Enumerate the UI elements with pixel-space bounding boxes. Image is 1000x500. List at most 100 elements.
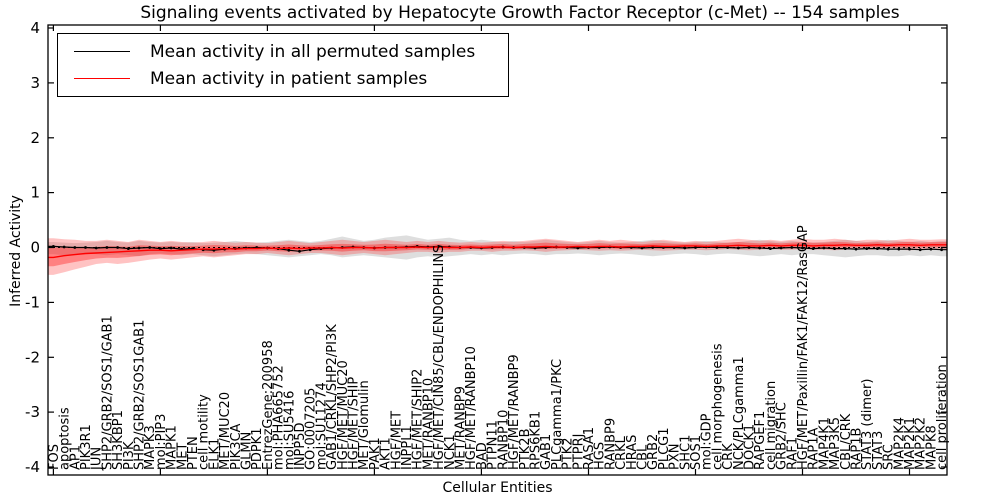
permuted-point-marker — [73, 246, 77, 249]
x-tick-label: MAP2K1 — [903, 417, 918, 470]
permuted-point-marker — [747, 246, 751, 249]
permuted-point-marker — [116, 246, 119, 249]
legend: Mean activity in all permuted samples Me… — [57, 33, 509, 97]
legend-entry-permuted: Mean activity in all permuted samples — [74, 39, 508, 65]
permuted-point-marker — [62, 245, 66, 249]
y-tick-label: 1 — [30, 184, 40, 202]
x-tick-label: apoptosis — [58, 407, 73, 470]
x-tick-label: PTPRJ — [571, 434, 586, 471]
x-tick-label: STAT3 — [871, 431, 886, 470]
x-tick-label: SHC1 — [678, 435, 693, 470]
patient-line-sample-icon — [74, 78, 130, 79]
x-tick-label: HGF/MET/SHIP — [347, 377, 362, 470]
x-tick-label: RANBP9 — [603, 418, 618, 470]
y-tick-label: -2 — [25, 348, 40, 366]
permuted-point-marker — [790, 246, 794, 249]
x-tick-label: GRB2/SHC — [775, 402, 790, 470]
x-tick-label: mol:PHA665752 — [272, 365, 287, 470]
x-tick-label: HGS — [593, 442, 608, 470]
x-tick-label: MAP3K5 — [828, 417, 843, 470]
x-tick-label: cell motility — [197, 394, 212, 470]
x-tick-label: INPP5D — [293, 422, 308, 470]
y-tick-label: -3 — [25, 403, 40, 421]
x-tick-label: mol:SU5416 — [282, 391, 297, 470]
x-tick-label: RAP1B — [850, 428, 865, 470]
x-tick-label: SH3KBP1 — [111, 410, 126, 470]
x-tick-label: RAF1 — [785, 437, 800, 470]
y-tick-label: -1 — [25, 293, 40, 311]
x-tick-label: RAPGEF1 — [753, 411, 768, 470]
x-tick-label: GAB1 — [539, 434, 554, 470]
permuted-point-marker — [779, 246, 783, 250]
x-tick-label: MET/Glomulin — [357, 380, 372, 470]
x-tick-label: MAP4K1 — [817, 417, 832, 470]
permuted-point-marker — [865, 247, 869, 251]
x-tick-label: MAPK8 — [924, 425, 939, 470]
x-tick-label: PLCgamma1/PKC — [550, 359, 565, 470]
x-tick-label: EntrezGene:200958 — [261, 340, 276, 470]
x-tick-label: GRB2 — [646, 434, 661, 470]
permuted-point-marker — [715, 246, 719, 249]
x-tick-label: SOS1 — [689, 435, 704, 470]
x-tick-label: FOS — [47, 444, 62, 470]
x-tick-label: CBL/CRK — [839, 413, 854, 470]
x-tick-label: PAK1 — [368, 437, 383, 470]
x-axis-label: Cellular Entities — [442, 480, 553, 496]
permuted-point-marker — [876, 247, 879, 251]
x-tick-label: RAP1A — [807, 427, 822, 470]
x-tick-label: ELK1 — [207, 438, 222, 470]
permuted-point-marker — [640, 246, 644, 250]
permuted-point-marker — [651, 246, 655, 249]
permuted-point-marker — [308, 248, 312, 252]
x-tick-label: PLCG1 — [657, 427, 672, 470]
permuted-point-marker — [287, 248, 291, 252]
x-tick-label: AKT1 — [379, 437, 394, 470]
permuted-point-marker — [918, 248, 922, 252]
chart-title: Signaling events activated by Hepatocyte… — [140, 3, 900, 23]
permuted-point-marker — [833, 247, 836, 251]
permuted-point-marker — [811, 247, 815, 251]
permuted-point-marker — [822, 246, 826, 250]
x-tick-label: mol:PIP3 — [154, 414, 169, 470]
x-tick-label: RPS6KB1 — [529, 411, 544, 470]
x-tick-label: PTK2B — [518, 429, 533, 471]
x-tick-label: CRKL — [614, 435, 629, 470]
x-tick-label: INPPL1 — [400, 425, 415, 470]
permuted-point-marker — [148, 246, 152, 249]
axes-frame — [47, 24, 948, 476]
x-tick-label: MAP2K2 — [914, 417, 929, 470]
x-tick-label: PI3K — [122, 441, 137, 470]
x-tick-label: GAB1/CRKL/SHP2/PI3K — [325, 324, 340, 470]
x-tick-label: HGF/MET/MUC20 — [336, 360, 351, 470]
permuted-point-marker — [726, 246, 729, 249]
permuted-point-marker — [159, 247, 162, 251]
x-tick-label: MET/RANBP10 — [421, 378, 436, 470]
x-tick-label: PTEN — [186, 436, 201, 470]
permuted-point-marker — [736, 246, 740, 250]
permuted-point-marker — [769, 247, 772, 251]
x-tick-label: BAD — [475, 442, 490, 470]
permuted-point-marker — [854, 247, 858, 251]
permuted-point-marker — [758, 246, 762, 250]
x-tick-label: JUN — [90, 447, 105, 471]
x-tick-label: NCK/PLCgamma1 — [732, 356, 747, 470]
x-tick-label: PDPK1 — [250, 428, 265, 471]
x-tick-label: mol:GDP — [700, 413, 715, 470]
permuted-point-marker — [298, 249, 301, 253]
y-tick-label: 2 — [30, 129, 40, 147]
permuted-point-marker — [94, 246, 98, 250]
x-tick-label: SHP2/GRB2/SOS1GAB1 — [133, 320, 148, 470]
legend-label-permuted: Mean activity in all permuted samples — [150, 41, 476, 62]
permuted-point-marker — [886, 247, 890, 251]
x-tick-label: MET/MUC20 — [218, 392, 233, 470]
permuted-point-marker — [908, 247, 911, 251]
y-tick-label: 4 — [30, 19, 40, 37]
permuted-point-marker — [801, 246, 804, 250]
x-tick-label: CBL — [636, 444, 651, 470]
x-tick-label: HGF/MET — [389, 411, 404, 470]
permuted-point-marker — [576, 246, 580, 250]
x-tick-label: HRAS — [625, 435, 640, 470]
x-tick-label: MAPK1 — [165, 425, 180, 470]
